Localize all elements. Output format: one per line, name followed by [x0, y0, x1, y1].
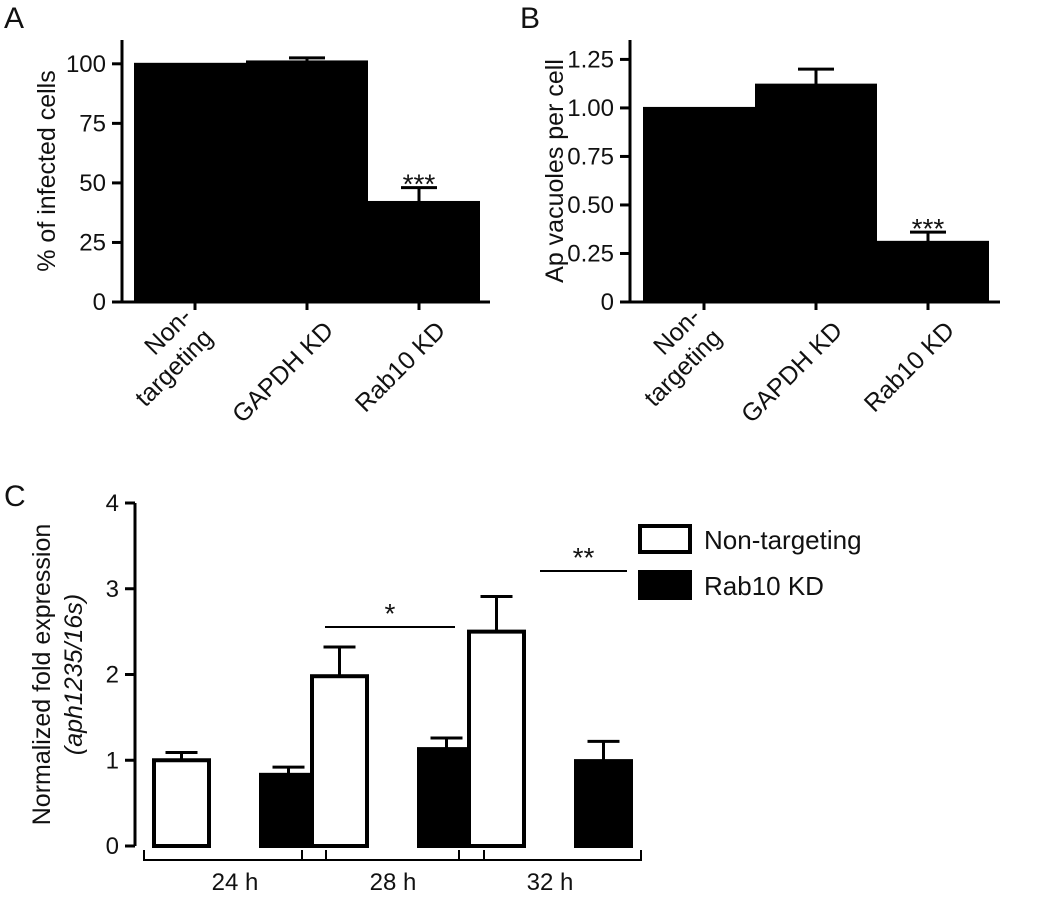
x-tick-label: GAPDH KD	[736, 316, 848, 428]
group-bracket	[143, 850, 327, 861]
y-tick-label: 50	[79, 170, 106, 197]
panel-a: A 0 25 50 75 100% of infected cells Non-target…	[4, 2, 490, 428]
x-tick-label: Rab10 KD	[859, 316, 960, 417]
y-tick-label: 1.00	[567, 95, 614, 122]
panel-letter-b: B	[520, 2, 540, 35]
legend-label: Non-targeting	[704, 525, 862, 555]
y-axis-label: Ap vacuoles per cell	[541, 59, 569, 283]
y-tick-label: 0	[93, 289, 106, 316]
y-tick-label: 0.25	[567, 240, 614, 267]
bar	[467, 629, 526, 848]
bar	[358, 200, 480, 303]
significance-label: ***	[403, 169, 436, 200]
y-tick-label: 3	[106, 576, 119, 603]
y-tick-label: 0.75	[567, 143, 614, 170]
y-tick-label: 0	[601, 289, 614, 316]
x-tick-label: Rab10 KD	[350, 316, 451, 417]
panel-c: C 0 1 2 3 4 Normalized fold expression (aph1235…	[4, 480, 862, 896]
bar	[310, 674, 369, 849]
bar	[134, 62, 256, 304]
panel-letter-a: A	[4, 2, 24, 35]
y-tick-label: 0.50	[567, 192, 614, 219]
legend-swatch	[638, 570, 692, 600]
x-tick-label: 28 h	[370, 869, 417, 896]
y-tick-label: 25	[79, 229, 106, 256]
x-tick-label: Non-targeting	[109, 302, 219, 412]
bar	[152, 758, 211, 848]
panel-letter-c: C	[4, 480, 26, 513]
group-bracket	[458, 850, 642, 861]
bar	[755, 83, 877, 303]
y-tick-label: 4	[106, 490, 119, 517]
significance-label: **	[573, 542, 595, 573]
significance-label: ***	[912, 213, 945, 244]
x-tick-label: Non-targeting	[618, 302, 728, 412]
y-axis-label: Normalized fold expression (aph1235/16s)	[28, 524, 88, 826]
legend-label: Rab10 KD	[704, 571, 824, 601]
y-tick-label: 100	[66, 51, 106, 78]
bar	[417, 747, 476, 848]
y-tick-label: 0	[106, 833, 119, 860]
y-tick-label: 1	[106, 747, 119, 774]
bar	[643, 106, 765, 304]
x-tick-label: 24 h	[212, 869, 259, 896]
y-tick-label: 2	[106, 662, 119, 689]
significance-label: *	[385, 598, 396, 629]
bar	[246, 60, 368, 303]
y-tick-label: 1.25	[567, 46, 614, 73]
bar	[867, 240, 989, 303]
y-tick-label: 75	[79, 110, 106, 137]
y-axis-label: % of infected cells	[33, 70, 61, 272]
group-bracket	[301, 850, 485, 861]
bar	[259, 772, 318, 849]
bar	[574, 759, 633, 848]
x-tick-label: 32 h	[527, 869, 574, 896]
x-tick-label: GAPDH KD	[227, 316, 339, 428]
legend-swatch	[638, 524, 692, 554]
